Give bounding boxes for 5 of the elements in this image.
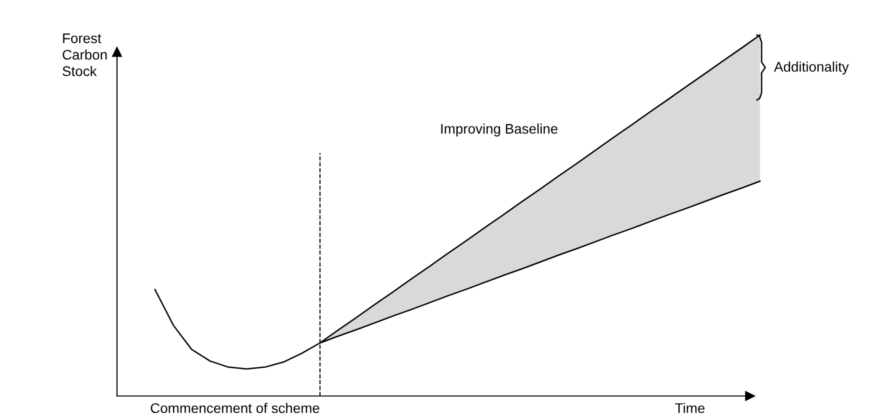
text: Additionality [774,62,849,74]
x-axis-title: Time [675,402,705,414]
text: Commencement of scheme [150,402,320,414]
annotation: Improving Baseline [441,124,558,136]
y-axis-title: Forest Carbon Stock [62,34,107,76]
